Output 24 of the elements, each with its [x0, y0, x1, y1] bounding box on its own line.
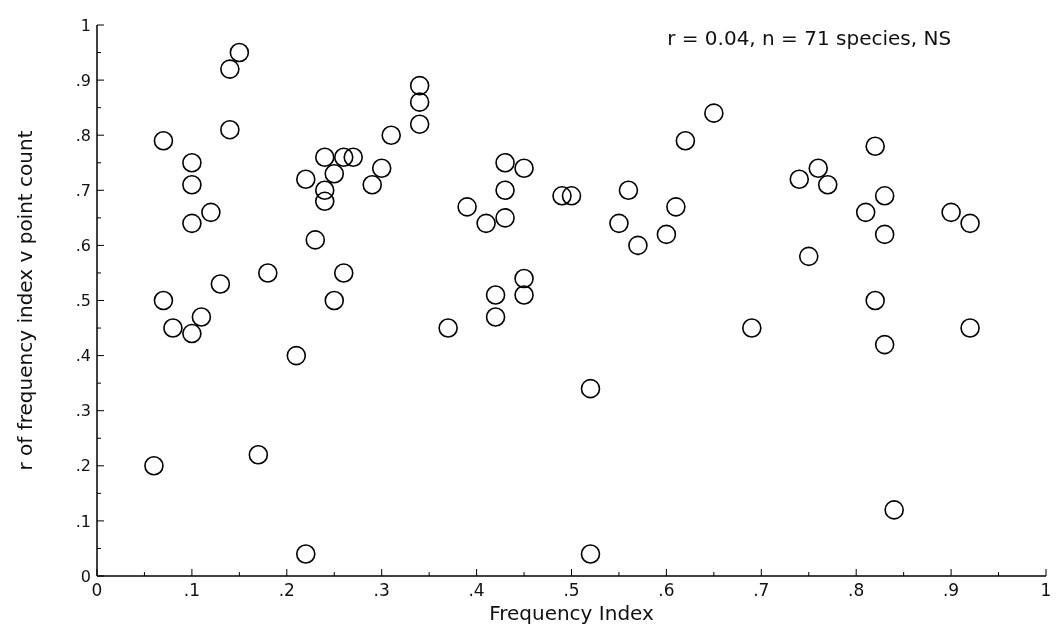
y-tick-label: .2 [75, 456, 91, 476]
x-tick-label: .9 [942, 580, 960, 600]
x-tick-label: .6 [658, 580, 675, 600]
y-tick-label: .3 [75, 401, 91, 421]
y-tick-label: 0 [80, 566, 91, 586]
x-tick-label: .8 [848, 580, 865, 600]
y-tick-label: .9 [75, 70, 91, 90]
x-tick-label: .1 [183, 580, 201, 600]
y-axis-title: r of frequency index v point count [13, 130, 37, 471]
x-tick-label: .7 [753, 580, 770, 600]
x-tick-label: .4 [468, 580, 485, 600]
x-tick-label: .5 [563, 580, 580, 600]
x-axis-title: Frequency Index [489, 601, 655, 625]
x-tick-label: .2 [278, 580, 295, 600]
y-tick-label: .5 [75, 291, 91, 311]
y-tick-label: .1 [75, 511, 91, 531]
y-tick-label: .6 [75, 236, 91, 255]
y-tick-label: .4 [75, 346, 91, 366]
y-tick-label: 1 [80, 15, 91, 35]
x-tick-label: 1 [1040, 580, 1052, 600]
annotation: r = 0.04, n = 71 species, NS [667, 26, 952, 50]
y-tick-label: .7 [75, 180, 91, 200]
y-tick-label: .8 [75, 125, 91, 145]
x-tick-label: .3 [373, 580, 390, 600]
